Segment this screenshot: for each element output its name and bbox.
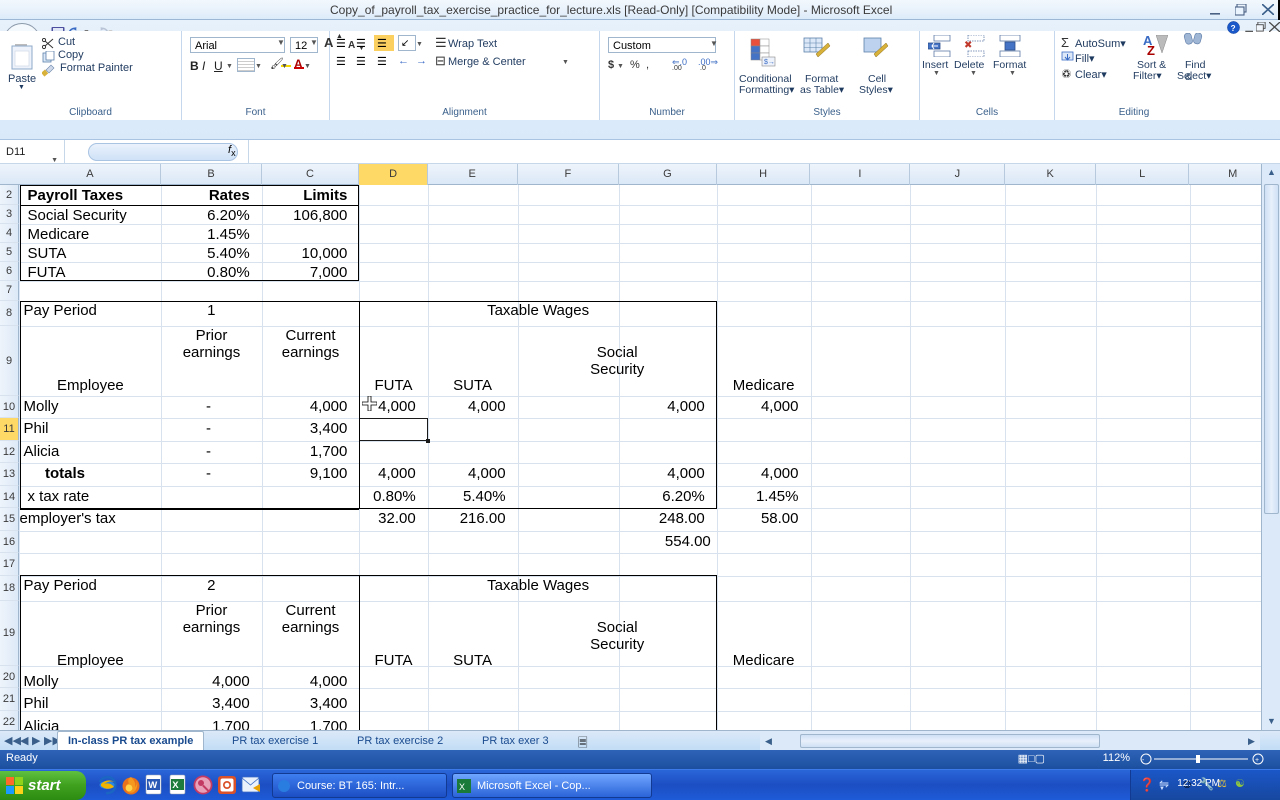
svg-text:X: X bbox=[459, 782, 465, 792]
svg-text:X: X bbox=[172, 780, 179, 791]
svg-text:+: + bbox=[1255, 757, 1259, 764]
svg-text:$→: $→ bbox=[764, 59, 775, 66]
svg-text:-: - bbox=[1142, 757, 1145, 764]
svg-text:W: W bbox=[148, 780, 157, 791]
svg-text:?: ? bbox=[1231, 24, 1236, 33]
svg-text:✖: ✖ bbox=[964, 40, 972, 51]
